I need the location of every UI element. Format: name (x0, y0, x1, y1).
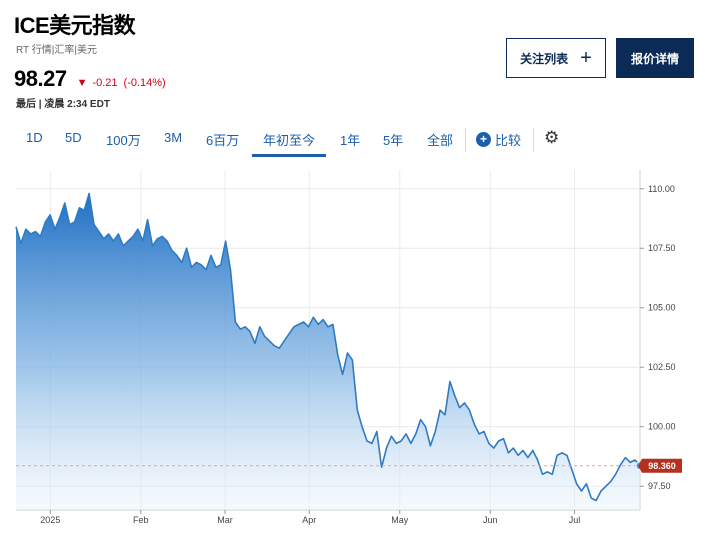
last-price: 98.27 (14, 66, 67, 91)
last-update-time: 最后 | 凌晨 2:34 EDT (16, 99, 110, 110)
price-change-percent: (-0.14%) (123, 77, 166, 89)
gear-icon[interactable]: ⚙ (544, 128, 560, 147)
last-price-tag (638, 458, 682, 473)
compare-button[interactable]: + 比较 (476, 130, 521, 149)
tab-1y[interactable]: 1年 (340, 133, 361, 148)
y-tick-label: 105.00 (648, 303, 676, 313)
y-tick-label: 110.00 (648, 184, 675, 194)
price-chart-svg[interactable]: 110.00 107.50 105.00 102.50 100.00 97.50 98.36… (0, 170, 705, 548)
quote-details-button[interactable]: 报价详情 (616, 38, 694, 78)
x-tick-label: Feb (133, 515, 149, 525)
tab-divider (533, 128, 534, 152)
plus-circle-icon: + (476, 132, 491, 147)
tab-6m[interactable]: 6百万 (206, 133, 240, 148)
price-chart[interactable]: 110.00 107.50 105.00 102.50 100.00 97.50 98.36… (0, 170, 705, 548)
tab-divider (465, 128, 466, 152)
compare-label: 比较 (495, 133, 522, 148)
tab-5d[interactable]: 5D (65, 130, 82, 145)
x-tick-label: Mar (217, 515, 233, 525)
x-tick-label: 2025 (40, 515, 60, 525)
y-tick-label: 107.50 (648, 243, 676, 253)
active-tab-indicator (252, 154, 326, 157)
tab-5y[interactable]: 5年 (383, 133, 404, 148)
x-tick-label: May (391, 515, 409, 525)
y-tick-label: 102.50 (648, 362, 676, 372)
x-tick-label: Apr (302, 515, 316, 525)
breadcrumb: RT 行情|汇率|美元 (16, 45, 97, 56)
time-range-tabs: 1D 5D 100万 3M 6百万 年初至今 1年 5年 全部 + 比较 ⚙ (0, 124, 705, 158)
price-row: 98.27 ▼ -0.21 (-0.14%) (14, 66, 166, 92)
down-arrow-icon: ▼ (76, 77, 88, 89)
page-title: ICE美元指数 (14, 13, 136, 38)
price-change: -0.21 (92, 77, 118, 89)
add-to-watchlist-button[interactable]: 关注列表 + (506, 38, 606, 78)
x-tick-label: Jul (569, 515, 581, 525)
tab-100m[interactable]: 100万 (106, 133, 141, 148)
price-area (16, 193, 640, 510)
tab-1d[interactable]: 1D (26, 130, 43, 145)
tab-3m[interactable]: 3M (164, 130, 183, 145)
tab-all[interactable]: 全部 (427, 133, 454, 148)
last-price-tag-label: 98.360 (648, 461, 676, 471)
quote-header: ICE美元指数 RT 行情|汇率|美元 98.27 ▼ -0.21 (-0.14… (0, 0, 705, 120)
quote-details-label: 报价详情 (630, 51, 679, 66)
tab-ytd[interactable]: 年初至今 (263, 133, 316, 148)
x-tick-label: Jun (483, 515, 498, 525)
price-line (15, 192, 641, 502)
y-tick-label: 97.50 (648, 481, 671, 491)
plus-icon: + (580, 47, 592, 69)
watchlist-label: 关注列表 (520, 51, 569, 66)
y-tick-label: 100.00 (648, 422, 676, 432)
